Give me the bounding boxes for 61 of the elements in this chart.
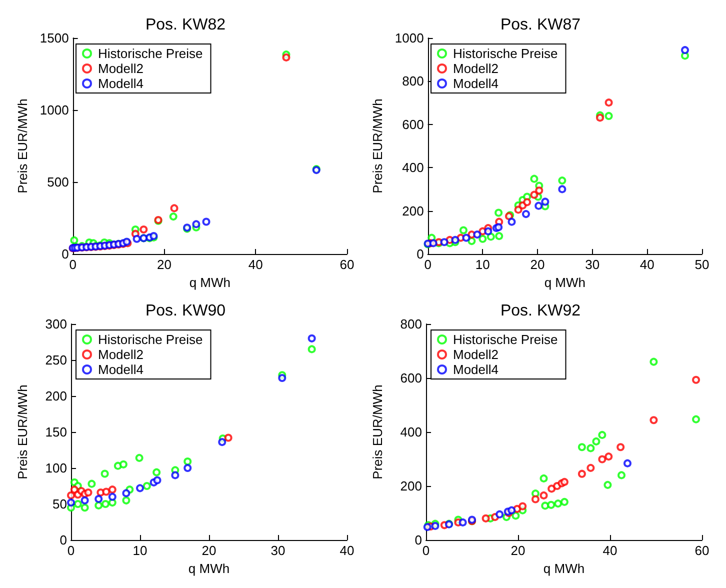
x-tick-label: 10 — [475, 257, 490, 272]
y-tick-label: 600 — [402, 116, 424, 132]
legend-label: Modell4 — [453, 76, 499, 91]
chart-title: Pos. KW87 — [500, 16, 581, 34]
x-tick-label: 20 — [530, 257, 545, 272]
x-tick-label: 20 — [510, 543, 526, 558]
legend-label: Historische Preise — [453, 332, 558, 347]
legend-label: Modell2 — [453, 347, 499, 362]
x-axis-title: q MWh — [188, 561, 230, 576]
x-tick-label: 30 — [270, 543, 286, 558]
y-tick-label: 100 — [45, 460, 67, 476]
y-tick-label: 200 — [400, 478, 422, 494]
y-tick-label: 50 — [52, 496, 67, 512]
legend-label: Historische Preise — [98, 332, 203, 347]
chart-title: Pos. KW82 — [145, 16, 226, 34]
y-tick-label: 1500 — [40, 30, 69, 46]
y-tick-label: 800 — [400, 316, 422, 332]
y-axis-title: Preis EUR/MWh — [15, 384, 30, 480]
x-axis-title: q MWh — [189, 275, 230, 290]
y-tick-label: 0 — [414, 532, 422, 548]
x-axis-title: q MWh — [544, 275, 586, 290]
legend-label: Modell2 — [453, 61, 499, 76]
chart-title: Pos. KW92 — [500, 302, 581, 320]
x-tick-label: 40 — [248, 257, 263, 272]
legend-label: Modell4 — [453, 362, 499, 377]
y-tick-label: 0 — [60, 532, 67, 548]
chart-title: Pos. KW90 — [145, 302, 226, 320]
legend-label: Modell4 — [98, 76, 144, 91]
x-tick-label: 60 — [340, 257, 354, 272]
y-axis-title: Preis EUR/MWh — [15, 98, 30, 194]
legend-label: Modell4 — [98, 362, 144, 377]
x-tick-label: 30 — [585, 257, 600, 272]
x-tick-label: 40 — [340, 543, 354, 558]
x-tick-label: 40 — [640, 257, 654, 272]
x-tick-label: 50 — [694, 257, 710, 272]
y-tick-label: 1000 — [394, 30, 424, 46]
y-tick-label: 600 — [400, 370, 422, 386]
y-tick-label: 250 — [45, 352, 67, 368]
y-axis-title: Preis EUR/MWh — [370, 384, 385, 480]
legend-label: Modell2 — [98, 347, 144, 362]
legend-label: Modell2 — [98, 61, 144, 76]
x-tick-label: 20 — [156, 257, 172, 272]
y-tick-label: 1000 — [40, 102, 69, 118]
y-tick-label: 0 — [62, 246, 69, 262]
x-tick-label: 60 — [694, 543, 710, 558]
y-tick-label: 500 — [47, 174, 69, 190]
x-tick-label: 10 — [132, 543, 148, 558]
x-tick-label: 40 — [602, 543, 618, 558]
x-tick-label: 20 — [202, 543, 216, 558]
y-tick-label: 150 — [45, 424, 67, 440]
y-axis-title: Preis EUR/MWh — [370, 98, 385, 194]
y-tick-label: 800 — [402, 74, 424, 89]
y-tick-label: 400 — [402, 160, 424, 176]
y-tick-label: 200 — [402, 203, 424, 218]
legend-label: Historische Preise — [453, 46, 558, 61]
y-tick-label: 200 — [45, 388, 67, 404]
y-tick-label: 300 — [45, 316, 67, 332]
y-tick-label: 400 — [400, 424, 422, 440]
y-tick-label: 0 — [416, 246, 424, 262]
x-axis-title: q MWh — [543, 561, 585, 576]
legend-label: Historische Preise — [98, 46, 203, 61]
